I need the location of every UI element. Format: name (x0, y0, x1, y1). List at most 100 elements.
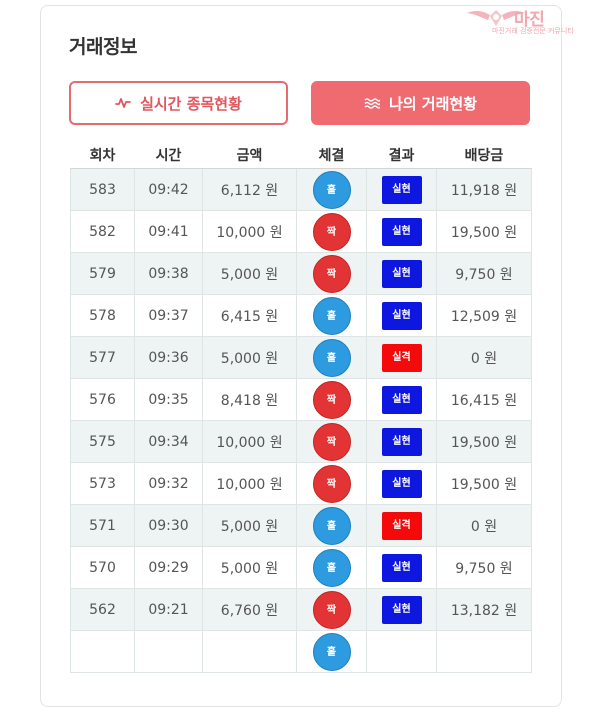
pick-cell: 홀 (296, 168, 367, 211)
pick-ball: 홀 (312, 506, 351, 545)
amount-cell: 6,112 원 (202, 168, 297, 211)
payout-cell: 0 원 (436, 504, 532, 547)
pulse-icon (115, 96, 131, 110)
trade-history-table: 회차 시간 금액 체결 결과 배당금 583 09:42 6,112 원 홀 실현 11,… (70, 145, 532, 673)
amount-cell: 6,760 원 (202, 588, 297, 631)
result-badge: 실격 (381, 511, 422, 540)
pick-cell: 짝 (296, 420, 367, 463)
pick-cell: 홀 (296, 336, 367, 379)
watermark-text: 마진 (514, 10, 545, 30)
pick-cell: 홀 (296, 630, 367, 673)
round-cell: 575 (70, 420, 135, 463)
round-cell: 583 (70, 168, 135, 211)
time-cell (134, 630, 203, 673)
payout-cell: 9,750 원 (436, 252, 532, 295)
time-cell: 09:34 (134, 420, 203, 463)
result-cell: 실현 (366, 168, 437, 211)
header-time: 시간 (134, 145, 203, 169)
result-cell: 실격 (366, 336, 437, 379)
pick-ball: 짝 (312, 590, 351, 629)
pick-ball: 짝 (312, 422, 351, 461)
pick-cell: 홀 (296, 294, 367, 337)
table-row: 571 09:30 5,000 원 홀 실격 0 원 (70, 504, 532, 547)
amount-cell: 10,000 원 (202, 420, 297, 463)
round-cell: 570 (70, 546, 135, 589)
result-cell: 실현 (366, 378, 437, 421)
amount-cell: 5,000 원 (202, 252, 297, 295)
result-badge: 실현 (381, 217, 422, 246)
table-row: 575 09:34 10,000 원 짝 실현 19,500 원 (70, 420, 532, 463)
amount-cell: 10,000 원 (202, 462, 297, 505)
pick-cell: 짝 (296, 210, 367, 253)
payout-cell: 16,415 원 (436, 378, 532, 421)
wings-emblem-icon (467, 10, 525, 26)
amount-cell: 5,000 원 (202, 546, 297, 589)
table-row: 570 09:29 5,000 원 홀 실현 9,750 원 (70, 546, 532, 589)
amount-cell: 5,000 원 (202, 504, 297, 547)
time-cell: 09:30 (134, 504, 203, 547)
result-badge: 실현 (381, 385, 422, 414)
table-row: 562 09:21 6,760 원 짝 실현 13,182 원 (70, 588, 532, 631)
header-round: 회차 (70, 145, 135, 169)
pick-ball: 짝 (312, 254, 351, 293)
pick-cell: 짝 (296, 588, 367, 631)
time-cell: 09:37 (134, 294, 203, 337)
pick-ball: 홀 (312, 296, 351, 335)
result-badge: 실현 (381, 427, 422, 456)
payout-cell (436, 630, 532, 673)
amount-cell: 5,000 원 (202, 336, 297, 379)
realtime-status-label: 실시간 종목현황 (140, 94, 242, 113)
payout-cell: 11,918 원 (436, 168, 532, 211)
result-cell: 실현 (366, 210, 437, 253)
pick-ball: 홀 (312, 338, 351, 377)
realtime-status-button[interactable]: 실시간 종목현황 (69, 81, 288, 125)
result-badge: 실현 (381, 553, 422, 582)
payout-cell: 19,500 원 (436, 462, 532, 505)
result-badge: 실현 (381, 259, 422, 288)
result-cell: 실현 (366, 462, 437, 505)
page-title: 거래정보 (69, 36, 137, 58)
round-cell: 562 (70, 588, 135, 631)
table-row: 582 09:41 10,000 원 짝 실현 19,500 원 (70, 210, 532, 253)
amount-cell: 10,000 원 (202, 210, 297, 253)
round-cell: 577 (70, 336, 135, 379)
table-row: 홀 (70, 630, 532, 673)
round-cell: 578 (70, 294, 135, 337)
my-trades-button[interactable]: 나의 거래현황 (311, 81, 530, 125)
result-badge: 실현 (381, 175, 422, 204)
pick-cell: 짝 (296, 252, 367, 295)
payout-cell: 0 원 (436, 336, 532, 379)
pick-ball: 홀 (312, 170, 351, 209)
result-cell: 실격 (366, 504, 437, 547)
table-row: 576 09:35 8,418 원 짝 실현 16,415 원 (70, 378, 532, 421)
result-cell (366, 630, 437, 673)
time-cell: 09:38 (134, 252, 203, 295)
pick-ball: 짝 (312, 212, 351, 251)
round-cell: 573 (70, 462, 135, 505)
round-cell (70, 630, 135, 673)
payout-cell: 9,750 원 (436, 546, 532, 589)
watermark-subtext: 마진거래 검증전문 커뮤니티 (492, 27, 574, 35)
table-row: 583 09:42 6,112 원 홀 실현 11,918 원 (70, 168, 532, 211)
time-cell: 09:41 (134, 210, 203, 253)
pick-cell: 홀 (296, 504, 367, 547)
time-cell: 09:32 (134, 462, 203, 505)
pick-ball: 짝 (312, 380, 351, 419)
result-badge: 실현 (381, 595, 422, 624)
pick-ball: 짝 (312, 464, 351, 503)
payout-cell: 13,182 원 (436, 588, 532, 631)
round-cell: 571 (70, 504, 135, 547)
result-cell: 실현 (366, 294, 437, 337)
result-cell: 실현 (366, 546, 437, 589)
waves-icon (364, 97, 380, 109)
result-badge: 실격 (381, 343, 422, 372)
table-header-row: 회차 시간 금액 체결 결과 배당금 (70, 145, 532, 169)
result-badge: 실현 (381, 469, 422, 498)
payout-cell: 19,500 원 (436, 420, 532, 463)
result-badge: 실현 (381, 301, 422, 330)
pick-cell: 짝 (296, 462, 367, 505)
pick-cell: 홀 (296, 546, 367, 589)
result-cell: 실현 (366, 252, 437, 295)
pick-ball: 홀 (312, 632, 351, 671)
table-row: 578 09:37 6,415 원 홀 실현 12,509 원 (70, 294, 532, 337)
